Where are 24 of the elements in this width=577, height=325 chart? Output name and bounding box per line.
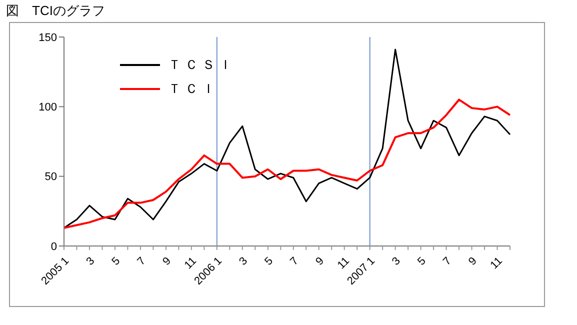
- x-tick-label: 3: [390, 255, 403, 268]
- line-series: [63, 48, 511, 229]
- x-tick-label: 9: [314, 255, 326, 268]
- y-tick-label: 0: [50, 240, 57, 253]
- y-tick-label: 100: [38, 102, 57, 114]
- x-tick-label: 5: [110, 255, 123, 268]
- legend-label: ＴＣＳＩ: [168, 56, 236, 74]
- x-tick-label: 3: [84, 255, 98, 268]
- x-tick-label: 9: [466, 255, 480, 268]
- x-tick-label: 11: [335, 255, 352, 272]
- x-tick-label: 5: [262, 255, 276, 268]
- x-tick-label: 7: [135, 255, 148, 268]
- y-tick-label: 150: [38, 32, 57, 44]
- y-tick-label: 50: [44, 171, 57, 184]
- chart-title: 図 TCIのグラフ: [6, 2, 105, 20]
- x-tick-label: 5: [416, 255, 428, 268]
- x-tick-label: 9: [160, 255, 174, 268]
- legend-label: ＴＣＩ: [168, 80, 219, 98]
- x-tick-label: 7: [441, 255, 454, 268]
- x-tick-label: 3: [237, 255, 250, 268]
- x-tick-label: 11: [488, 255, 505, 272]
- x-tick-label: 7: [288, 255, 301, 268]
- line-series: [63, 98, 511, 229]
- x-tick-label: 11: [182, 255, 199, 272]
